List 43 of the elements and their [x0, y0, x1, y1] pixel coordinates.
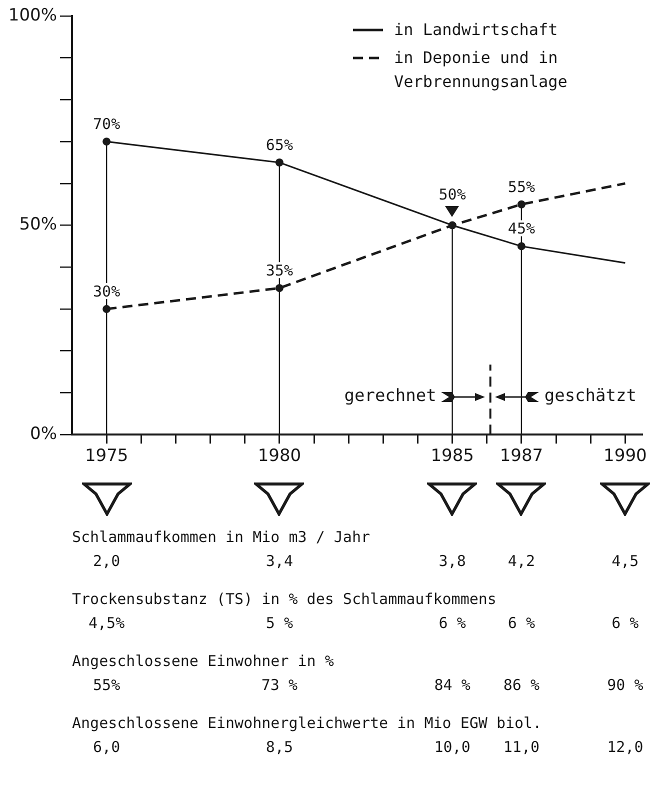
legend-label: in Deponie und in Verbrennungsanlage: [394, 47, 568, 93]
text: 90 %: [607, 676, 644, 694]
text: 73 %: [261, 676, 298, 694]
text: 8,5: [266, 738, 293, 756]
x-tick-label: 1975: [84, 446, 128, 466]
text: 2,0: [93, 552, 120, 570]
annotation: gerechnet: [344, 386, 436, 406]
text: 6 %: [612, 614, 639, 632]
text: 12,0: [607, 738, 644, 756]
text: 4,5%: [88, 614, 125, 632]
x-tick-label: 1987: [500, 446, 544, 466]
legend-label: in Landwirtschaft: [394, 19, 559, 41]
x-tick-label: 1980: [258, 446, 302, 466]
text: 5 %: [266, 614, 293, 632]
text: 3,8: [438, 552, 466, 570]
x-tick-label: 1990: [604, 446, 647, 466]
y-tick-label: 100%: [8, 5, 57, 26]
text: Angeschlossene Einwohnergleichwerte in Mio EGW biol.: [72, 714, 542, 732]
text: 84 %: [434, 676, 470, 694]
text: 6 %: [508, 614, 535, 632]
data-label: 30%: [93, 282, 120, 300]
text: 6 %: [438, 614, 466, 632]
annotation: geschätzt: [544, 386, 636, 406]
text: 6,0: [93, 738, 120, 756]
data-label: 70%: [93, 114, 120, 133]
y-tick-label: 0%: [30, 424, 57, 444]
text: 86 %: [503, 676, 540, 694]
text: Schlammaufkommen in Mio m3 / Jahr: [72, 528, 370, 546]
data-label: 65%: [266, 136, 293, 154]
data-label: 45%: [508, 220, 536, 238]
text: Trockensubstanz (TS) in % des Schlammaufkommens: [72, 590, 496, 608]
y-tick-label: 50%: [19, 214, 57, 235]
text: 4,2: [508, 552, 535, 570]
text: 3,4: [266, 552, 293, 570]
data-label: 35%: [266, 261, 293, 280]
text: 11,0: [503, 738, 540, 756]
data-label: 50%: [438, 186, 466, 204]
data-label: 55%: [508, 178, 536, 196]
x-tick-label: 1985: [430, 446, 474, 466]
text: 4,5: [612, 552, 639, 570]
text: 10,0: [434, 738, 470, 756]
text: 55%: [93, 676, 120, 694]
text: Angeschlossene Einwohner in %: [72, 652, 334, 670]
